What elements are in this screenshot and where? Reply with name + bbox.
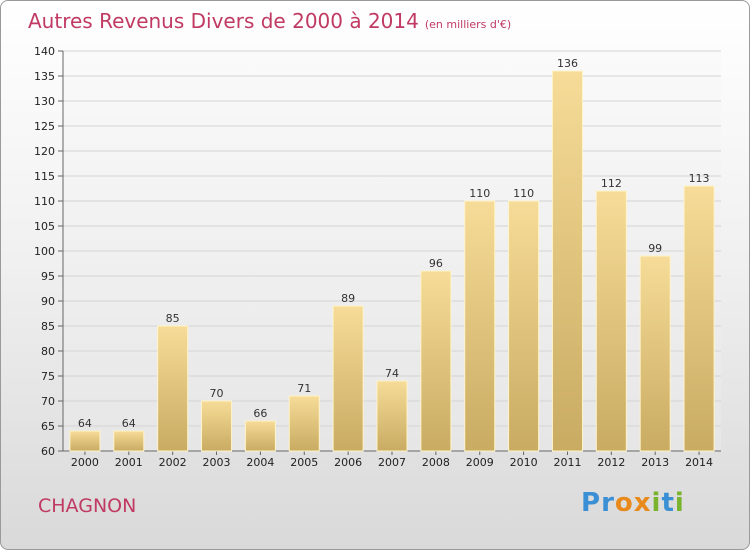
x-tick-label: 2013: [641, 456, 669, 469]
logo-letter: x: [633, 488, 652, 518]
bar: [376, 380, 408, 452]
proxiti-logo: Proxiti: [581, 488, 685, 518]
x-tick-label: 2001: [115, 456, 143, 469]
bar: [508, 200, 540, 452]
y-tick-label: 100: [34, 245, 55, 258]
bar: [201, 400, 233, 452]
data-label: 70: [210, 387, 224, 400]
y-tick-label: 130: [34, 95, 55, 108]
x-tick-label: 2014: [685, 456, 713, 469]
data-label: 136: [557, 57, 578, 70]
bar: [551, 70, 583, 452]
data-label: 96: [429, 257, 443, 270]
data-label: 74: [385, 367, 399, 380]
data-label: 110: [469, 187, 490, 200]
x-tick-label: 2011: [553, 456, 581, 469]
y-tick-label: 115: [34, 170, 55, 183]
y-tick-label: 110: [34, 195, 55, 208]
bar: [157, 325, 189, 452]
logo-letter: t: [661, 488, 675, 518]
data-label: 112: [601, 177, 622, 190]
x-tick-label: 2009: [466, 456, 494, 469]
x-tick-label: 2000: [71, 456, 99, 469]
y-tick-label: 105: [34, 220, 55, 233]
y-tick-label: 65: [41, 420, 55, 433]
logo-letter: o: [614, 488, 634, 518]
x-tick-label: 2007: [378, 456, 406, 469]
data-label: 71: [297, 382, 311, 395]
x-tick-label: 2010: [510, 456, 538, 469]
bar: [595, 190, 627, 452]
x-tick-label: 2006: [334, 456, 362, 469]
y-tick-label: 80: [41, 345, 55, 358]
data-label: 113: [689, 172, 710, 185]
y-tick-label: 75: [41, 370, 55, 383]
y-tick-label: 60: [41, 445, 55, 458]
x-tick-label: 2002: [159, 456, 187, 469]
y-tick-label: 95: [41, 270, 55, 283]
x-tick-label: 2012: [597, 456, 625, 469]
bar-layer: [69, 70, 715, 452]
logo-letter: i: [674, 488, 685, 518]
x-tick-label: 2004: [246, 456, 274, 469]
bar: [332, 305, 364, 452]
y-tick-label: 70: [41, 395, 55, 408]
bar: [683, 185, 715, 452]
x-tick-label: 2008: [422, 456, 450, 469]
title-text: Autres Revenus Divers de 2000 à 2014: [28, 9, 419, 33]
data-label: 99: [648, 242, 662, 255]
logo-letter: i: [651, 488, 662, 518]
y-tick-label: 90: [41, 295, 55, 308]
data-label: 85: [166, 312, 180, 325]
unit-text: (en milliers d'€): [424, 18, 512, 31]
bar: [288, 395, 320, 452]
bar: [244, 420, 276, 452]
y-tick-label: 135: [34, 70, 55, 83]
data-label: 66: [253, 407, 267, 420]
logo-letter: r: [601, 488, 615, 518]
x-tick-label: 2003: [203, 456, 231, 469]
y-tick-label: 125: [34, 120, 55, 133]
bar: [69, 430, 101, 452]
bar: [464, 200, 496, 452]
y-tick-label: 140: [34, 45, 55, 58]
data-label: 110: [513, 187, 534, 200]
bar: [113, 430, 145, 452]
data-label: 64: [78, 417, 92, 430]
label-layer: 60 65 70 75 80 85 90 95 100 105 110 115 120 125 130 135…: [34, 45, 713, 469]
x-tick-label: 2005: [290, 456, 318, 469]
chart-title: Autres Revenus Divers de 2000 à 2014 (en …: [28, 9, 511, 33]
logo-letter: P: [581, 488, 602, 518]
y-tick-label: 120: [34, 145, 55, 158]
y-tick-label: 85: [41, 320, 55, 333]
data-label: 64: [122, 417, 136, 430]
place-name: CHAGNON: [38, 495, 137, 517]
bar: [639, 255, 671, 452]
bar: [420, 270, 452, 452]
data-label: 89: [341, 292, 355, 305]
